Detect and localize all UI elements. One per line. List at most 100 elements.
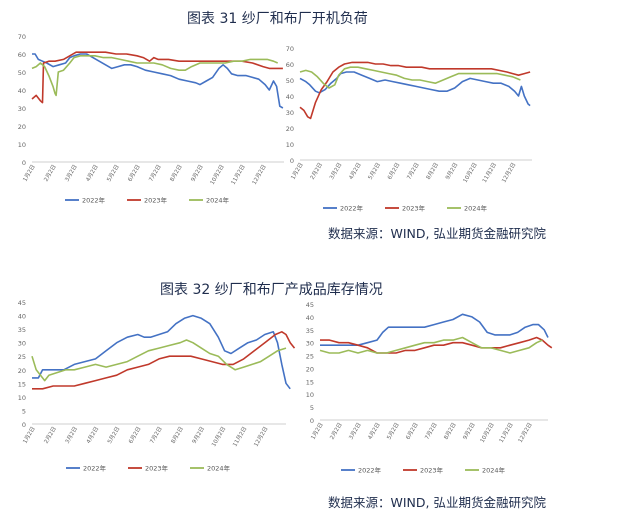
y-tick-label: 40 xyxy=(306,314,314,322)
y-tick-label: 35 xyxy=(306,327,314,335)
legend-label: 2022年 xyxy=(82,196,106,205)
y-tick-label: 25 xyxy=(306,353,314,361)
y-tick-label: 30 xyxy=(306,340,314,348)
legend-label: 2023年 xyxy=(144,196,168,205)
x-tick-label: 9月2日 xyxy=(190,164,205,183)
legend-label: 2024年 xyxy=(464,204,488,213)
x-tick-label: 5月2日 xyxy=(106,164,121,183)
x-tick-label: 4月2日 xyxy=(367,422,382,441)
x-tick-label: 7月2日 xyxy=(149,426,164,445)
y-tick-label: 40 xyxy=(18,313,26,321)
series-line-2022年 xyxy=(299,71,531,107)
y-tick-label: 0 xyxy=(22,159,26,167)
x-tick-label: 10月2日 xyxy=(479,422,496,444)
series-line-2022年 xyxy=(320,313,549,346)
x-tick-label: 8月2日 xyxy=(169,164,184,183)
legend-label: 2024年 xyxy=(207,464,231,473)
x-tick-label: 9月2日 xyxy=(462,422,477,441)
y-tick-label: 40 xyxy=(286,93,294,101)
y-tick-label: 20 xyxy=(306,365,314,373)
x-tick-label: 10月2日 xyxy=(210,426,227,448)
y-tick-label: 5 xyxy=(310,404,314,412)
y-tick-label: 30 xyxy=(18,340,26,348)
x-tick-label: 12月2日 xyxy=(251,164,268,186)
y-tick-label: 0 xyxy=(22,421,26,429)
y-tick-label: 0 xyxy=(310,417,314,425)
x-tick-label: 8月2日 xyxy=(443,422,458,441)
series-line-2024年 xyxy=(299,66,521,89)
y-tick-label: 70 xyxy=(18,33,26,41)
y-tick-label: 25 xyxy=(18,353,26,361)
series-line-2022年 xyxy=(32,53,284,109)
y-tick-label: 5 xyxy=(22,407,26,415)
x-tick-label: 7月2日 xyxy=(148,164,163,183)
x-tick-label: 7月2日 xyxy=(406,162,421,181)
y-tick-label: 10 xyxy=(286,141,294,149)
y-tick-label: 20 xyxy=(18,367,26,375)
y-tick-label: 45 xyxy=(306,301,314,309)
x-tick-label: 10月2日 xyxy=(209,164,226,186)
x-tick-label: 11月2日 xyxy=(481,162,498,184)
x-tick-label: 12月2日 xyxy=(253,426,270,448)
series-line-2024年 xyxy=(31,55,279,97)
y-tick-label: 60 xyxy=(18,51,26,59)
x-tick-label: 5月2日 xyxy=(386,422,401,441)
x-tick-label: 2月2日 xyxy=(43,426,58,445)
x-tick-label: 3月2日 xyxy=(64,426,79,445)
figure-31-title: 图表 31 纱厂和布厂开机负荷 xyxy=(187,11,368,27)
x-tick-label: 2月2日 xyxy=(329,422,344,441)
x-tick-label: 11月2日 xyxy=(498,422,515,444)
y-tick-label: 0 xyxy=(290,157,294,165)
series-line-2024年 xyxy=(31,339,287,382)
legend-label: 2024年 xyxy=(206,196,230,205)
x-tick-label: 8月2日 xyxy=(170,426,185,445)
figure-31-source: 数据来源：WIND, 弘业期货金融研究院 xyxy=(328,226,546,241)
y-tick-label: 10 xyxy=(18,141,26,149)
legend-label: 2022年 xyxy=(340,204,364,213)
x-tick-label: 2月2日 xyxy=(43,164,58,183)
y-tick-label: 50 xyxy=(18,69,26,77)
x-tick-label: 11月2日 xyxy=(230,164,247,186)
y-tick-label: 20 xyxy=(18,123,26,131)
series-line-2024年 xyxy=(319,336,543,354)
x-tick-label: 4月2日 xyxy=(85,426,100,445)
x-tick-label: 12月2日 xyxy=(500,162,517,184)
series-line-2023年 xyxy=(299,61,531,120)
x-tick-label: 6月2日 xyxy=(386,162,401,181)
x-tick-label: 3月2日 xyxy=(328,162,343,181)
legend-label: 2023年 xyxy=(402,204,426,213)
y-tick-label: 45 xyxy=(18,299,26,307)
y-tick-label: 60 xyxy=(286,61,294,69)
x-tick-label: 11月2日 xyxy=(231,426,248,448)
x-tick-label: 10月2日 xyxy=(462,162,479,184)
legend-label: 2023年 xyxy=(420,466,444,475)
y-tick-label: 10 xyxy=(18,394,26,402)
series-line-2023年 xyxy=(32,331,296,390)
y-tick-label: 20 xyxy=(286,125,294,133)
x-tick-label: 12月2日 xyxy=(517,422,534,444)
y-tick-label: 70 xyxy=(286,45,294,53)
series-line-2022年 xyxy=(32,314,291,390)
x-tick-label: 4月2日 xyxy=(348,162,363,181)
x-tick-label: 4月2日 xyxy=(85,164,100,183)
figure-32-source: 数据来源：WIND, 弘业期货金融研究院 xyxy=(328,495,546,510)
series-line-2023年 xyxy=(320,336,553,354)
x-tick-label: 5月2日 xyxy=(367,162,382,181)
y-tick-label: 40 xyxy=(18,87,26,95)
y-tick-label: 15 xyxy=(18,380,26,388)
x-tick-label: 3月2日 xyxy=(64,164,79,183)
y-tick-label: 10 xyxy=(306,391,314,399)
y-tick-label: 50 xyxy=(286,77,294,85)
x-tick-label: 7月2日 xyxy=(424,422,439,441)
figure-32-title: 图表 32 纱厂和布厂产成品库存情况 xyxy=(160,282,383,298)
x-tick-label: 6月2日 xyxy=(127,164,142,183)
x-tick-label: 9月2日 xyxy=(191,426,206,445)
x-tick-label: 9月2日 xyxy=(444,162,459,181)
y-tick-label: 30 xyxy=(286,109,294,117)
legend-label: 2024年 xyxy=(482,466,506,475)
y-tick-label: 35 xyxy=(18,326,26,334)
